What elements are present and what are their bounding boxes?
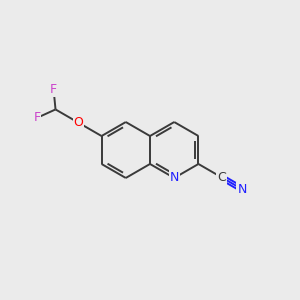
Text: O: O [74,116,83,129]
Text: N: N [237,183,247,196]
Text: F: F [50,82,57,96]
Text: N: N [169,172,179,184]
Text: C: C [217,171,226,184]
Text: F: F [33,111,40,124]
